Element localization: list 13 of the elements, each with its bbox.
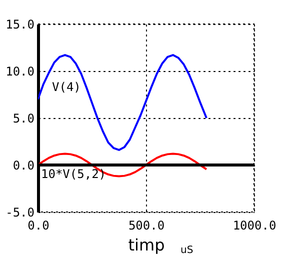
y-tick-label: 15.0 [6, 18, 34, 32]
y-tick-label: -5.0 [6, 206, 34, 220]
y-tick-label: 5.0 [12, 112, 34, 126]
text: uS [180, 245, 194, 256]
x-axis-title: timp [128, 236, 165, 254]
x-tick-label: 0.0 [28, 218, 50, 232]
y-tick-label: 0.0 [12, 158, 34, 172]
x-tick-label: 1000.0 [232, 218, 276, 232]
series-label: 10*V(5,2) [41, 167, 106, 181]
line-series [38, 54, 208, 151]
x-tick-label: 500.0 [128, 218, 165, 232]
series-label: V(4) [52, 80, 81, 94]
y-tick-label: 10.0 [6, 64, 34, 78]
